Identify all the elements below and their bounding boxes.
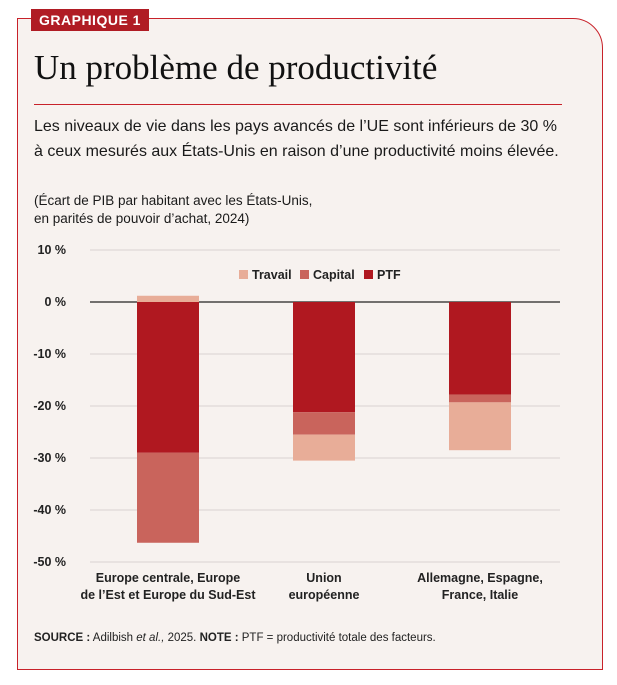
bar-travail: [449, 402, 511, 451]
bar-ptf: [137, 302, 199, 453]
bar-ptf: [293, 302, 355, 413]
y-tick-label: -50 %: [33, 555, 66, 569]
legend-label-travail: Travail: [252, 268, 292, 282]
figure-tag: GRAPHIQUE 1: [31, 9, 149, 31]
y-tick-label: -40 %: [33, 503, 66, 517]
note-label: NOTE :: [199, 632, 239, 644]
bar-travail: [293, 434, 355, 461]
x-category-label: européenne: [289, 588, 360, 602]
y-tick-label: -20 %: [33, 399, 66, 413]
chart-note-line-1: (Écart de PIB par habitant avec les État…: [34, 193, 313, 208]
chart-subtitle: Les niveaux de vie dans les pays avancés…: [34, 118, 559, 160]
source-etal: et al.,: [136, 632, 165, 644]
y-tick-label: -10 %: [33, 347, 66, 361]
legend-swatch-travail: [239, 270, 248, 279]
note-text: PTF = productivité totale des facteurs.: [238, 632, 436, 644]
chart-note-line-2: en parités de pouvoir d’achat, 2024): [34, 211, 250, 226]
bar-ptf: [449, 302, 511, 395]
source-year: 2025.: [164, 632, 200, 644]
legend-swatch-ptf: [364, 270, 373, 279]
bar-capital: [137, 452, 199, 543]
chart-title: Un problème de productivité: [34, 48, 438, 87]
y-tick-label: 10 %: [38, 243, 67, 257]
chart-note: (Écart de PIB par habitant avec les État…: [34, 192, 554, 228]
legend-label-capital: Capital: [313, 268, 355, 282]
x-category-label: Union: [306, 571, 341, 585]
x-category-label: France, Italie: [442, 588, 518, 602]
y-tick-label: 0 %: [44, 295, 66, 309]
x-category-label: de l’Est et Europe du Sud-Est: [80, 588, 256, 602]
x-category-label: Europe centrale, Europe: [96, 571, 241, 585]
x-category-label: Allemagne, Espagne,: [417, 571, 543, 585]
source-label: SOURCE :: [34, 632, 91, 644]
y-tick-label: -30 %: [33, 451, 66, 465]
source-text: Adilbish: [90, 632, 137, 644]
title-divider: [34, 104, 562, 105]
source-note: SOURCE : Adilbish et al., 2025. NOTE : P…: [34, 632, 436, 644]
bar-capital: [449, 394, 511, 403]
bar-travail: [137, 295, 199, 302]
legend-swatch-capital: [300, 270, 309, 279]
legend-label-ptf: PTF: [377, 268, 401, 282]
bar-capital: [293, 412, 355, 435]
